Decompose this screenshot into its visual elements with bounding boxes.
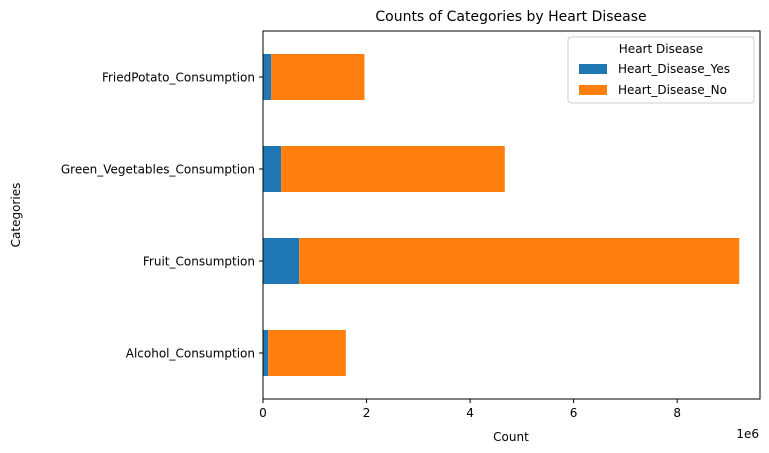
x-tick-label: 0 <box>259 406 267 420</box>
legend-label-yes: Heart_Disease_Yes <box>618 62 730 76</box>
bar-friedpotato-consumption-no <box>271 54 365 100</box>
legend-box <box>567 36 755 104</box>
chart-title: Counts of Categories by Heart Disease <box>375 9 646 25</box>
bar-alcohol-consumption-no <box>268 330 346 376</box>
x-axis-scale-note: 1e6 <box>736 427 759 441</box>
legend-title: Heart Disease <box>619 42 703 56</box>
legend-swatch-yes <box>579 64 607 74</box>
legend-swatch-no <box>579 85 607 95</box>
y-tick-label: FriedPotato_Consumption <box>102 71 255 85</box>
x-tick-label: 4 <box>466 406 474 420</box>
x-axis-label: Count <box>493 430 529 444</box>
bar-fruit-consumption-no <box>299 238 740 284</box>
y-tick-label: Fruit_Consumption <box>143 255 255 269</box>
y-tick-label: Green_Vegetables_Consumption <box>61 163 255 177</box>
x-tick-label: 6 <box>570 406 578 420</box>
legend-label-no: Heart_Disease_No <box>618 83 727 97</box>
bar-fruit-consumption-yes <box>263 238 300 284</box>
y-axis-label: Categories <box>9 183 23 248</box>
y-tick-label: Alcohol_Consumption <box>126 347 255 361</box>
bar-green-vegetables-consumption-yes <box>263 146 282 192</box>
x-tick-label: 2 <box>363 406 371 420</box>
bar-green-vegetables-consumption-no <box>281 146 505 192</box>
plot-area: Alcohol_Consumption Fruit_Consumption Gree… <box>61 54 740 420</box>
bar-friedpotato-consumption-yes <box>263 54 272 100</box>
x-tick-label: 8 <box>673 406 681 420</box>
plot-frame <box>262 30 761 400</box>
legend: Heart Disease Heart_Disease_Yes Heart_Di… <box>567 36 755 104</box>
bar-alcohol-consumption-yes <box>263 330 269 376</box>
